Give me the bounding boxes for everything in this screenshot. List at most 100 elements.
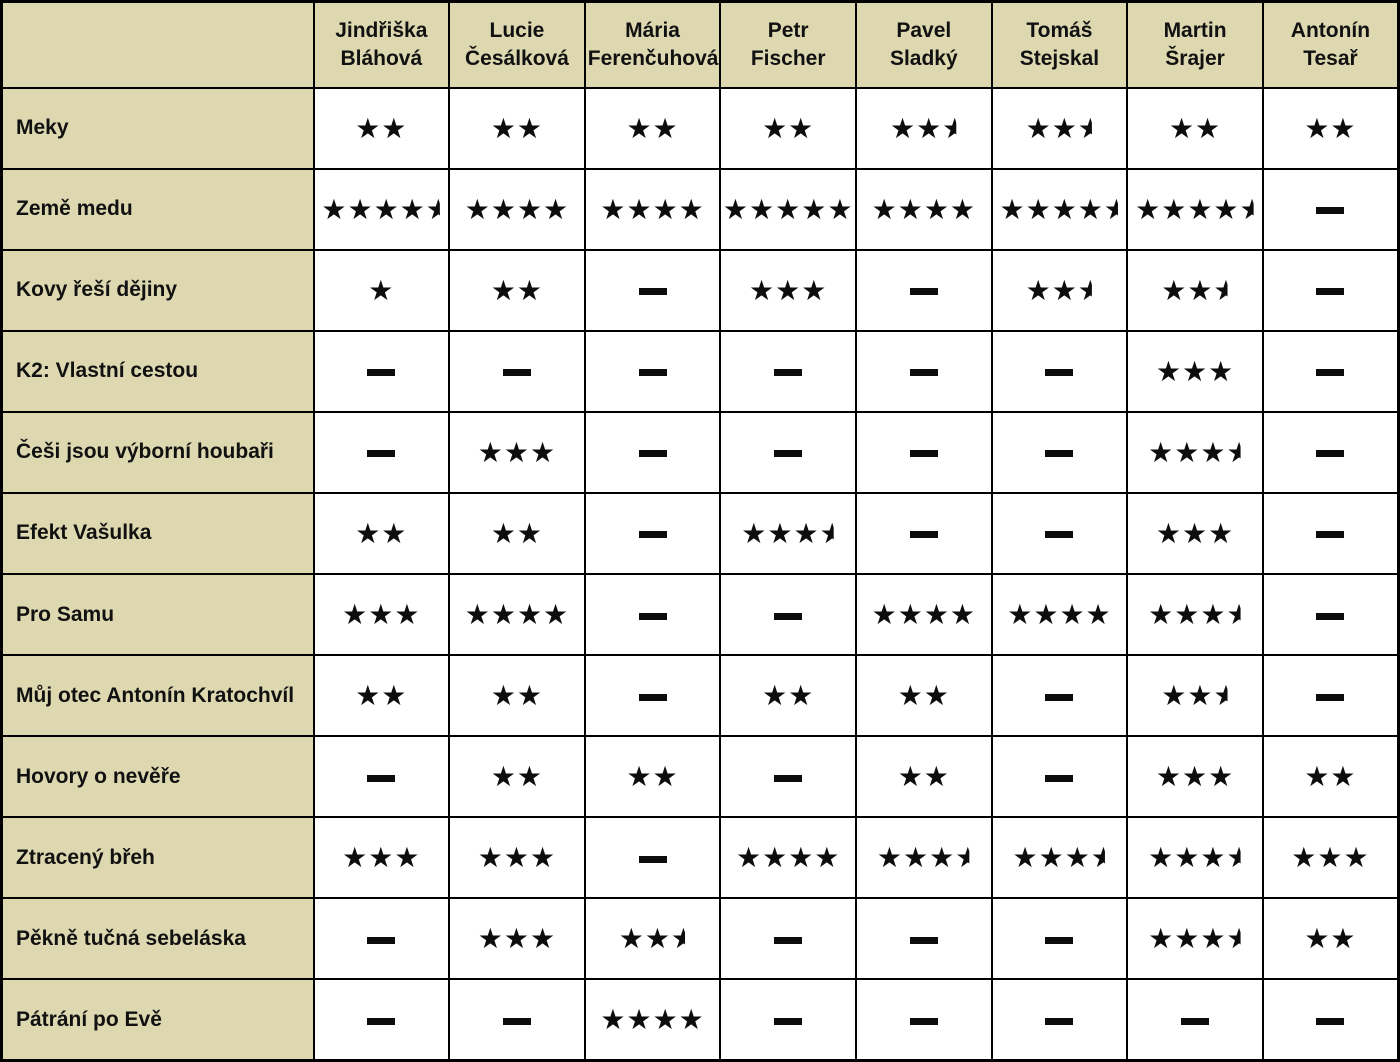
star-rating: ★★★★ bbox=[464, 598, 570, 631]
no-rating-dash bbox=[1045, 531, 1074, 539]
no-rating-dash bbox=[1045, 450, 1074, 458]
no-rating-dash bbox=[774, 1017, 803, 1025]
rating-cell bbox=[855, 248, 993, 332]
movie-row-1: Země medu★★★★★★★★★★★★★★★★★★★★★★★★★★★★★★★… bbox=[0, 167, 1400, 251]
half-star: ★ bbox=[426, 193, 440, 226]
rating-cell: ★★★★★ bbox=[719, 167, 857, 251]
star-rating: ★★ bbox=[897, 679, 950, 713]
rating-cell: ★★ bbox=[1261, 86, 1400, 170]
star-rating: ★★★ bbox=[477, 435, 557, 469]
rating-cell bbox=[990, 491, 1129, 575]
rating-cell: ★★★ bbox=[448, 816, 586, 900]
movie-row-10: Pěkně tučná sebeláska ★★★ ★★★ ★★★★ ★★ bbox=[0, 897, 1400, 981]
no-rating-dash bbox=[367, 936, 396, 944]
star-rating: ★★★★ bbox=[871, 192, 977, 226]
star-rating: ★★★ bbox=[1155, 516, 1235, 550]
rating-cell: ★★★★★ bbox=[990, 167, 1129, 251]
no-rating-dash bbox=[638, 531, 667, 539]
half-star: ★ bbox=[1226, 922, 1253, 956]
movie-title: Pěkně tučná sebeláska bbox=[0, 897, 315, 981]
no-rating-dash bbox=[1181, 1017, 1210, 1025]
rating-cell: ★★★★★ bbox=[312, 167, 451, 251]
no-rating-dash bbox=[774, 369, 803, 377]
rating-cell: ★★ bbox=[448, 735, 586, 819]
rating-cell bbox=[583, 572, 722, 657]
star-rating: ★★ bbox=[1304, 111, 1357, 145]
rating-cell bbox=[583, 410, 722, 494]
no-rating-dash bbox=[909, 936, 938, 944]
rating-cell: ★★★ bbox=[448, 897, 586, 981]
rating-cell bbox=[1261, 978, 1400, 1062]
star-rating: ★★ bbox=[490, 760, 544, 794]
no-rating-dash bbox=[1316, 693, 1345, 701]
movie-row-8: Hovory o nevěře ★★ ★★ ★★ ★★★ ★★ bbox=[0, 735, 1400, 819]
critic-header-6: Martin Šrajer bbox=[1126, 0, 1264, 89]
rating-cell: ★★★ bbox=[1126, 491, 1264, 575]
rating-cell: ★★★★ bbox=[1126, 897, 1264, 981]
rating-cell: ★★★ bbox=[448, 410, 586, 494]
star-rating: ★★ bbox=[626, 111, 679, 145]
rating-cell bbox=[1261, 329, 1400, 413]
rating-cell: ★★★★ bbox=[855, 167, 993, 251]
rating-cell: ★★★ bbox=[855, 86, 993, 170]
no-rating-dash bbox=[367, 1017, 396, 1025]
no-rating-dash bbox=[1316, 612, 1345, 620]
corner-cell bbox=[0, 0, 315, 89]
rating-cell: ★★★★ bbox=[448, 167, 586, 251]
star-rating: ★★★★ bbox=[1148, 598, 1253, 631]
star-rating: ★★★ bbox=[1161, 679, 1240, 713]
rating-cell: ★★★★ bbox=[448, 572, 586, 657]
movie-row-3: K2: Vlastní cestou ★★★ bbox=[0, 329, 1400, 413]
critic-header-1: Lucie Česálková bbox=[448, 0, 586, 89]
half-star: ★ bbox=[1226, 598, 1253, 631]
rating-cell bbox=[1261, 572, 1400, 657]
rating-cell: ★★★ bbox=[990, 86, 1129, 170]
star-rating: ★★ bbox=[1304, 922, 1357, 956]
star-rating: ★★ bbox=[355, 111, 408, 145]
rating-cell: ★★★★ bbox=[1126, 572, 1264, 657]
rating-cell: ★★★★★ bbox=[1126, 167, 1264, 251]
movie-title: Pro Samu bbox=[0, 572, 315, 657]
star-rating: ★★ bbox=[897, 760, 950, 794]
rating-cell: ★★★★ bbox=[1126, 410, 1264, 494]
half-star: ★ bbox=[1226, 435, 1253, 469]
no-rating-dash bbox=[638, 693, 667, 701]
star-rating: ★★ bbox=[1304, 760, 1357, 794]
rating-cell bbox=[855, 491, 993, 575]
star-rating: ★★★★ bbox=[735, 841, 841, 875]
critic-header-4: Pavel Sladký bbox=[855, 0, 993, 89]
star-rating: ★★★★★ bbox=[321, 193, 441, 226]
star-rating: ★★ bbox=[1168, 111, 1222, 145]
star-rating: ★★ bbox=[490, 679, 544, 713]
star-rating: ★★★ bbox=[618, 922, 698, 956]
star-rating: ★★★★ bbox=[464, 192, 570, 226]
half-star: ★ bbox=[1213, 679, 1240, 713]
rating-cell bbox=[719, 329, 857, 413]
no-rating-dash bbox=[774, 612, 803, 620]
no-rating-dash bbox=[502, 1017, 531, 1025]
rating-cell: ★★★ bbox=[1126, 248, 1264, 332]
rating-cell: ★★★★ bbox=[583, 167, 722, 251]
star-rating: ★★ bbox=[762, 111, 815, 145]
movie-title: Pátrání po Evě bbox=[0, 978, 315, 1062]
movie-title: Můj otec Antonín Kratochvíl bbox=[0, 654, 315, 738]
movie-title: K2: Vlastní cestou bbox=[0, 329, 315, 413]
star-rating: ★★ bbox=[490, 273, 544, 307]
no-rating-dash bbox=[774, 450, 803, 458]
star-rating: ★★★ bbox=[1025, 273, 1104, 307]
movie-row-2: Kovy řeší dějiny ★ ★★ ★★★ ★★★ ★★★ bbox=[0, 248, 1400, 332]
rating-cell: ★★★★ bbox=[583, 978, 722, 1062]
movie-row-11: Pátrání po Evě ★★★★ bbox=[0, 978, 1400, 1062]
rating-cell: ★★★ bbox=[312, 816, 451, 900]
star-rating: ★★ bbox=[490, 516, 544, 550]
rating-cell: ★★★★ bbox=[990, 816, 1129, 900]
rating-cell bbox=[583, 491, 722, 575]
star-rating: ★★★★ bbox=[600, 1003, 705, 1037]
rating-cell: ★★ bbox=[719, 86, 857, 170]
rating-cell: ★★ bbox=[312, 86, 451, 170]
star-rating: ★★ bbox=[355, 679, 408, 713]
rating-cell bbox=[990, 978, 1129, 1062]
rating-cell bbox=[719, 572, 857, 657]
movie-row-4: Češi jsou výborní houbaři ★★★ ★★★★ bbox=[0, 410, 1400, 494]
rating-cell: ★★★ bbox=[1126, 329, 1264, 413]
